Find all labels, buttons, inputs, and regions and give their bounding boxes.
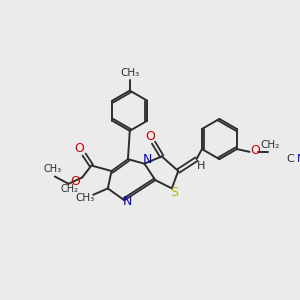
Text: O: O <box>75 142 85 155</box>
Text: H: H <box>197 160 205 170</box>
Text: O: O <box>250 143 260 157</box>
Text: N: N <box>297 154 300 164</box>
Text: S: S <box>170 187 178 200</box>
Text: CH₂: CH₂ <box>61 184 79 194</box>
Text: CH₃: CH₃ <box>120 68 140 78</box>
Text: CH₃: CH₃ <box>75 194 94 203</box>
Text: CH₂: CH₂ <box>260 140 279 149</box>
Text: O: O <box>145 130 155 143</box>
Text: N: N <box>142 153 152 166</box>
Text: O: O <box>70 175 80 188</box>
Text: N: N <box>122 195 132 208</box>
Text: CH₃: CH₃ <box>43 164 61 174</box>
Text: C: C <box>286 154 294 164</box>
